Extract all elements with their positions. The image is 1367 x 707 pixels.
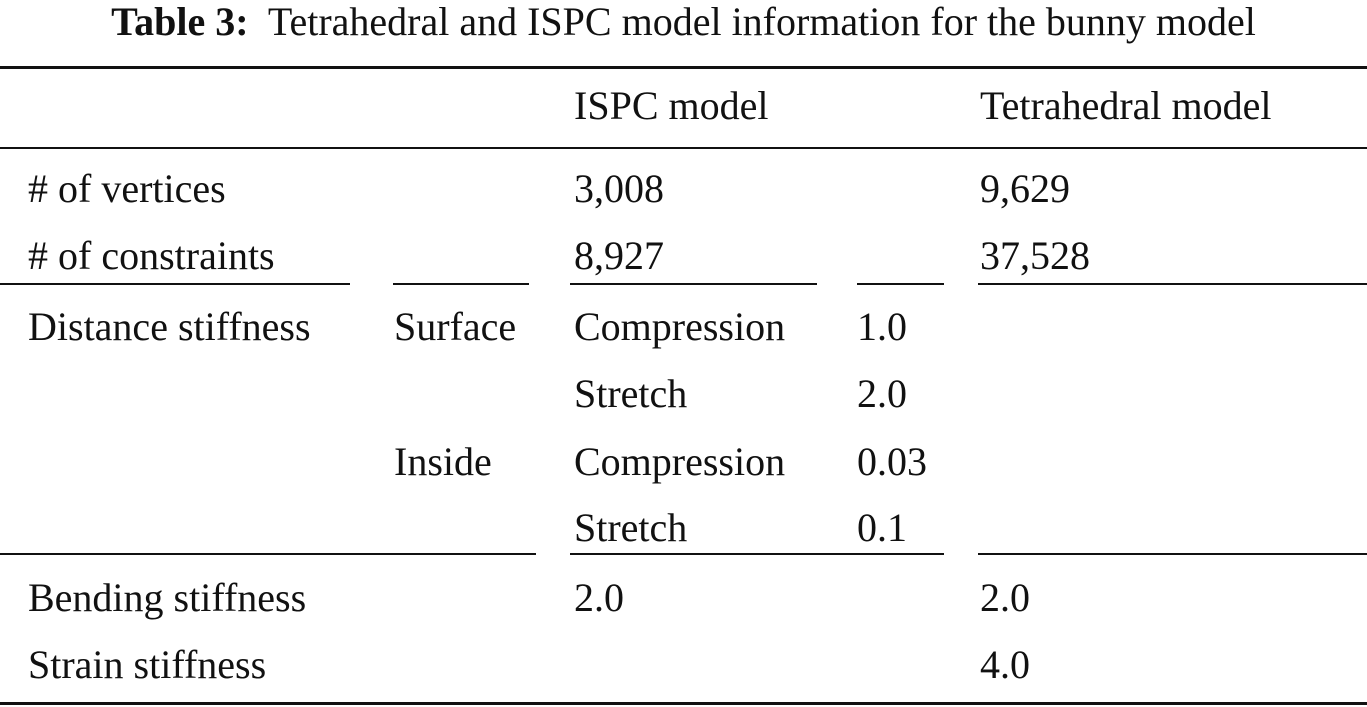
vertices-tetrahedral: 9,629 bbox=[980, 166, 1070, 211]
bending-stiffness-label: Bending stiffness bbox=[28, 575, 307, 620]
vertices-label: # of vertices bbox=[28, 166, 226, 211]
bending-stiffness-tetrahedral: 2.0 bbox=[980, 575, 1030, 620]
inside-compression-value: 0.03 bbox=[857, 439, 927, 484]
strain-stiffness-label: Strain stiffness bbox=[28, 642, 267, 687]
header-rule bbox=[0, 147, 1367, 149]
surface-compression-label: Compression bbox=[574, 304, 786, 349]
bottom-rule bbox=[0, 702, 1367, 705]
caption-label: Table 3: bbox=[111, 0, 249, 44]
mid-rule-segment bbox=[857, 283, 944, 285]
header-tetrahedral: Tetrahedral model bbox=[980, 83, 1272, 128]
constraints-ispc: 8,927 bbox=[574, 233, 664, 278]
surface-stretch-value: 2.0 bbox=[857, 371, 907, 416]
strain-stiffness-tetrahedral: 4.0 bbox=[980, 642, 1030, 687]
constraints-tetrahedral: 37,528 bbox=[980, 233, 1090, 278]
vertices-ispc: 3,008 bbox=[574, 166, 664, 211]
inside-label: Inside bbox=[394, 439, 492, 484]
inside-stretch-value: 0.1 bbox=[857, 505, 907, 550]
header-ispc: ISPC model bbox=[574, 83, 769, 128]
surface-stretch-label: Stretch bbox=[574, 371, 688, 416]
distance-stiffness-label: Distance stiffness bbox=[28, 304, 311, 349]
mid-rule-segment bbox=[0, 283, 350, 285]
inside-compression-label: Compression bbox=[574, 439, 786, 484]
surface-label: Surface bbox=[394, 304, 517, 349]
mid-rule-segment bbox=[570, 283, 817, 285]
mid-rule-segment bbox=[393, 283, 529, 285]
lower-rule-segment bbox=[570, 553, 944, 555]
caption-text: Tetrahedral and ISPC model information f… bbox=[267, 0, 1256, 44]
surface-compression-value: 1.0 bbox=[857, 304, 907, 349]
table-caption: Table 3: Tetrahedral and ISPC model info… bbox=[0, 0, 1367, 44]
lower-rule-segment bbox=[0, 553, 536, 555]
top-rule bbox=[0, 66, 1367, 69]
lower-rule-segment bbox=[978, 553, 1367, 555]
bending-stiffness-ispc: 2.0 bbox=[574, 575, 624, 620]
mid-rule-segment bbox=[978, 283, 1367, 285]
inside-stretch-label: Stretch bbox=[574, 505, 688, 550]
constraints-label: # of constraints bbox=[28, 233, 275, 278]
